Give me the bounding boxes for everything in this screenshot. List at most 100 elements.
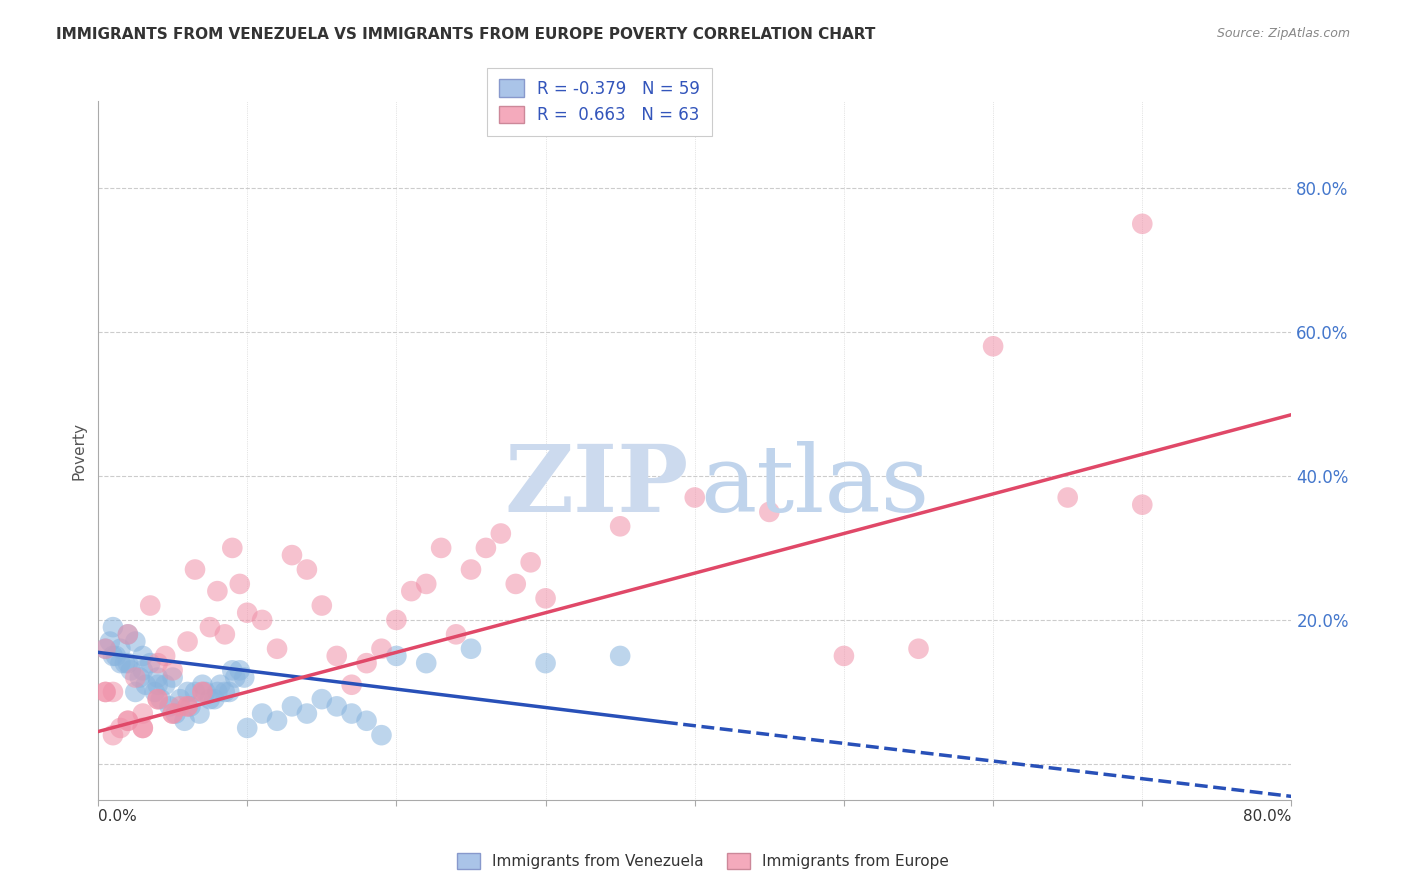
Point: [139, 656, 162, 670]
Point: [444, 627, 467, 641]
Text: atlas: atlas: [700, 441, 929, 531]
Point: [117, 627, 139, 641]
Legend: Immigrants from Venezuela, Immigrants from Europe: Immigrants from Venezuela, Immigrants fr…: [451, 847, 955, 875]
Point: [132, 706, 155, 721]
Point: [146, 656, 169, 670]
Point: [534, 656, 557, 670]
Point: [214, 627, 236, 641]
Point: [221, 541, 243, 555]
Point: [94, 641, 117, 656]
Point: [1056, 491, 1078, 505]
Point: [218, 685, 240, 699]
Point: [153, 648, 176, 663]
Point: [180, 699, 202, 714]
Point: [146, 678, 169, 692]
Point: [176, 699, 198, 714]
Point: [233, 671, 256, 685]
Point: [609, 648, 631, 663]
Point: [505, 577, 527, 591]
Point: [176, 699, 198, 714]
Point: [385, 613, 408, 627]
Point: [758, 505, 780, 519]
Point: [209, 678, 232, 692]
Point: [191, 685, 214, 699]
Point: [207, 685, 229, 699]
Point: [169, 692, 191, 706]
Point: [250, 613, 273, 627]
Point: [281, 548, 304, 562]
Point: [981, 339, 1004, 353]
Point: [534, 591, 557, 606]
Point: [153, 678, 176, 692]
Point: [198, 620, 221, 634]
Point: [101, 728, 124, 742]
Point: [295, 562, 318, 576]
Point: [101, 620, 124, 634]
Text: Source: ZipAtlas.com: Source: ZipAtlas.com: [1216, 27, 1350, 40]
Point: [132, 721, 155, 735]
Point: [340, 706, 363, 721]
Point: [224, 671, 246, 685]
Point: [489, 526, 512, 541]
Point: [173, 714, 195, 728]
Point: [609, 519, 631, 533]
Point: [311, 599, 333, 613]
Point: [117, 714, 139, 728]
Point: [202, 692, 225, 706]
Point: [430, 541, 453, 555]
Point: [415, 656, 437, 670]
Point: [370, 641, 392, 656]
Point: [169, 699, 191, 714]
Point: [132, 721, 155, 735]
Point: [191, 678, 214, 692]
Point: [132, 648, 155, 663]
Point: [132, 664, 155, 678]
Legend: R = -0.379   N = 59, R =  0.663   N = 63: R = -0.379 N = 59, R = 0.663 N = 63: [486, 68, 711, 136]
Point: [117, 627, 139, 641]
Point: [385, 648, 408, 663]
Point: [325, 699, 347, 714]
Point: [110, 641, 132, 656]
Point: [519, 555, 541, 569]
Point: [101, 648, 124, 663]
Point: [165, 706, 187, 721]
Point: [146, 671, 169, 685]
Text: ZIP: ZIP: [505, 441, 689, 531]
Point: [221, 664, 243, 678]
Point: [176, 634, 198, 648]
Point: [184, 562, 207, 576]
Point: [295, 706, 318, 721]
Point: [124, 671, 146, 685]
Point: [120, 664, 142, 678]
Point: [149, 692, 172, 706]
Point: [236, 721, 259, 735]
Point: [104, 648, 127, 663]
Point: [832, 648, 855, 663]
Point: [110, 656, 132, 670]
Point: [250, 706, 273, 721]
Point: [266, 714, 288, 728]
Point: [460, 562, 482, 576]
Point: [207, 584, 229, 599]
Point: [117, 714, 139, 728]
Point: [162, 706, 184, 721]
Point: [162, 664, 184, 678]
Point: [198, 692, 221, 706]
Point: [214, 685, 236, 699]
Point: [184, 685, 207, 699]
Point: [401, 584, 423, 599]
Point: [176, 685, 198, 699]
Point: [325, 648, 347, 663]
Point: [683, 491, 706, 505]
Point: [1130, 217, 1153, 231]
Point: [460, 641, 482, 656]
Point: [356, 714, 378, 728]
Point: [110, 721, 132, 735]
Point: [229, 577, 252, 591]
Point: [117, 656, 139, 670]
Point: [191, 685, 214, 699]
Text: 80.0%: 80.0%: [1243, 809, 1292, 823]
Point: [94, 641, 117, 656]
Point: [128, 671, 150, 685]
Point: [1130, 498, 1153, 512]
